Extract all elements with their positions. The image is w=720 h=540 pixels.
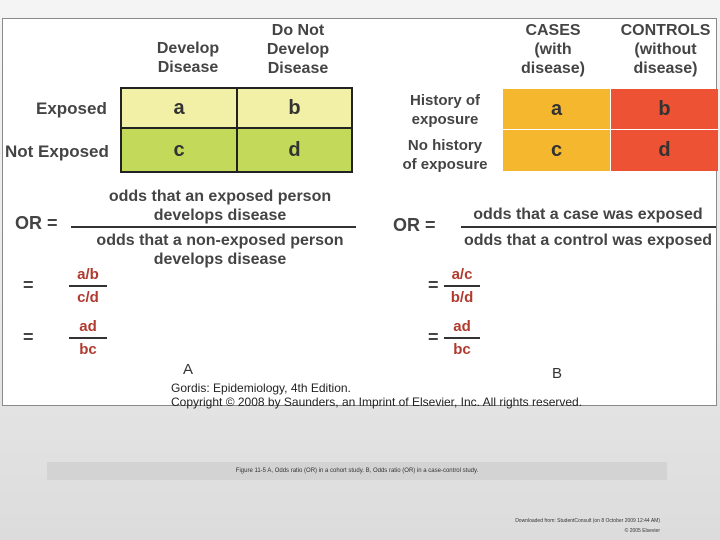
- panel-a-equals-2: =: [23, 327, 34, 347]
- panel-a-row2-label: Not Exposed: [5, 142, 109, 161]
- footer-copyright: © 2005 Elsevier: [624, 528, 660, 534]
- panel-a-frac2-bar: [69, 337, 107, 339]
- panel-a-main-fraction-bar: [71, 226, 356, 228]
- panel-b-cell-a: a: [503, 89, 611, 130]
- panel-b-or-label: OR =: [393, 215, 436, 235]
- panel-b-letter: B: [552, 365, 563, 382]
- panel-a-frac1-bar: [69, 285, 107, 287]
- panel-a-cell-d: d: [238, 129, 351, 171]
- panel-b-frac2-bar: [444, 337, 480, 339]
- footer-download-note: Downloaded from: StudentConsult (on 8 Oc…: [515, 518, 660, 524]
- panel-b-frac2-numerator: ad: [453, 318, 471, 335]
- panel-a-letter: A: [183, 361, 194, 378]
- panel-a-cell-a: a: [122, 89, 238, 129]
- panel-a-col1-header: Develop Disease: [156, 40, 220, 76]
- panel-a-equals-1: =: [23, 275, 34, 295]
- panel-b-row2-label: No history of exposure: [402, 137, 488, 173]
- panel-b-col1-header: CASES (with disease): [520, 22, 586, 77]
- panel-b-equals-2: =: [428, 327, 439, 347]
- credit-line-1: Gordis: Epidemiology, 4th Edition.: [171, 381, 351, 395]
- figure-caption: Figure 11-5 A, Odds ratio (OR) in a coho…: [47, 462, 667, 480]
- panel-b-frac1-denominator: b/d: [450, 289, 474, 306]
- panel-b-main-fraction-bar: [461, 226, 716, 228]
- panel-b-frac2-denominator: bc: [453, 341, 471, 358]
- panel-b-cell-c: c: [503, 130, 611, 171]
- panel-a-grid: [120, 87, 353, 173]
- panel-a-numerator: odds that an exposed person develops dis…: [108, 188, 332, 224]
- panel-b-denominator: odds that a control was exposed: [463, 232, 713, 249]
- panel-b-equals-1: =: [428, 275, 439, 295]
- panel-b-frac1-bar: [444, 285, 480, 287]
- panel-a-frac1-numerator: a/b: [77, 266, 99, 283]
- panel-b-frac1-numerator: a/c: [451, 266, 473, 283]
- panel-b-cell-d: d: [611, 130, 718, 171]
- panel-b-numerator: odds that a case was exposed: [473, 206, 703, 223]
- panel-a-frac1-denominator: c/d: [77, 289, 99, 306]
- panel-a-denominator: odds that a non-exposed person develops …: [96, 232, 344, 268]
- panel-b-cell-b: b: [611, 89, 718, 130]
- panel-a-col2-header: Do Not Develop Disease: [266, 22, 330, 77]
- figure-panel: Develop Disease Do Not Develop Disease E…: [2, 18, 718, 409]
- panel-a-frac2-numerator: ad: [79, 318, 97, 335]
- panel-b-row1-label: History of exposure: [409, 92, 480, 128]
- credit-line-2: Copyright © 2008 by Saunders, an Imprint…: [171, 395, 583, 409]
- panel-a-row1-label: Exposed: [36, 99, 107, 118]
- panel-a-cell-b: b: [238, 89, 351, 129]
- panel-a-cell-c: c: [122, 129, 238, 171]
- panel-a-frac2-denominator: bc: [79, 341, 97, 358]
- panel-a-or-label: OR =: [15, 213, 58, 233]
- panel-b-col2-header: CONTROLS (without disease): [620, 22, 711, 77]
